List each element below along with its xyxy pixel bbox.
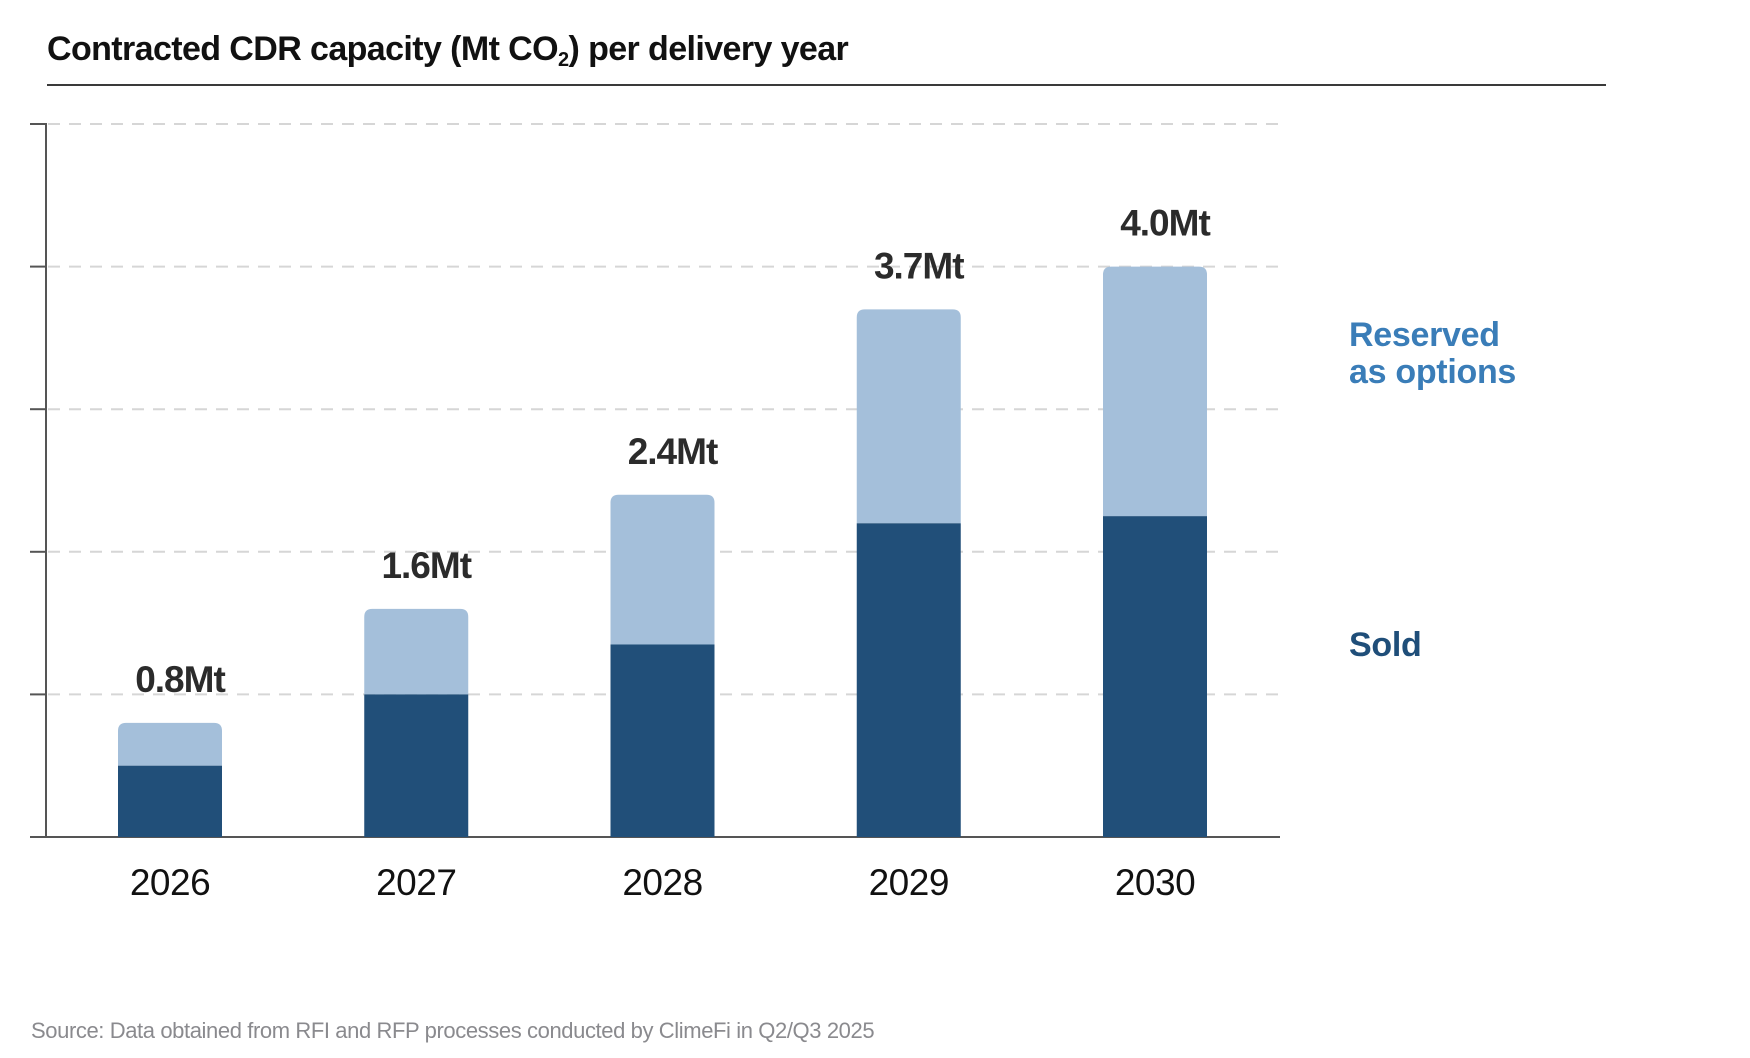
x-tick-label: 2028 — [622, 862, 702, 903]
chart-title-suffix: ) per delivery year — [568, 30, 849, 68]
x-tick-label: 2027 — [376, 862, 456, 903]
chart-title-subscript: 2 — [557, 49, 569, 71]
bar-segment-reserved — [856, 309, 961, 524]
legend-reserved-line1: Reserved — [1349, 316, 1500, 354]
source-note: Source: Data obtained from RFI and RFP p… — [31, 1018, 875, 1043]
data-label: 1.6Mt — [381, 545, 471, 586]
bar-segment-reserved — [610, 494, 715, 645]
x-tick-label: 2030 — [1115, 862, 1195, 903]
data-label: 4.0Mt — [1120, 203, 1210, 244]
bar-segment-reserved — [364, 608, 469, 695]
bar-segment-reserved — [118, 722, 222, 766]
bar-segment-sold — [364, 694, 469, 837]
bar-segment-sold — [610, 644, 715, 837]
x-tick-label: 2029 — [869, 862, 949, 903]
x-axis-labels: 2026 2027 2028 2029 2030 — [130, 862, 1196, 903]
bar-segment-sold — [856, 523, 961, 837]
bars — [118, 266, 1207, 837]
bar-segment-reserved — [1103, 266, 1207, 517]
legend-reserved-line2: as options — [1349, 353, 1517, 391]
data-label: 0.8Mt — [135, 659, 225, 700]
chart-title-text: Contracted CDR capacity (Mt CO — [47, 30, 559, 68]
data-label: 2.4Mt — [628, 431, 718, 472]
bar-segment-sold — [118, 765, 222, 837]
legend-sold: Sold — [1349, 626, 1422, 664]
chart-title: Contracted CDR capacity (Mt CO2) per del… — [47, 30, 849, 71]
data-labels: 0.8Mt 1.6Mt 2.4Mt 3.7Mt 4.0Mt — [135, 203, 1211, 700]
x-tick-label: 2026 — [130, 862, 210, 903]
legend-reserved: Reserved as options — [1349, 317, 1516, 391]
bar-segment-sold — [1103, 516, 1207, 837]
data-label: 3.7Mt — [874, 245, 964, 286]
title-divider — [47, 84, 1606, 86]
